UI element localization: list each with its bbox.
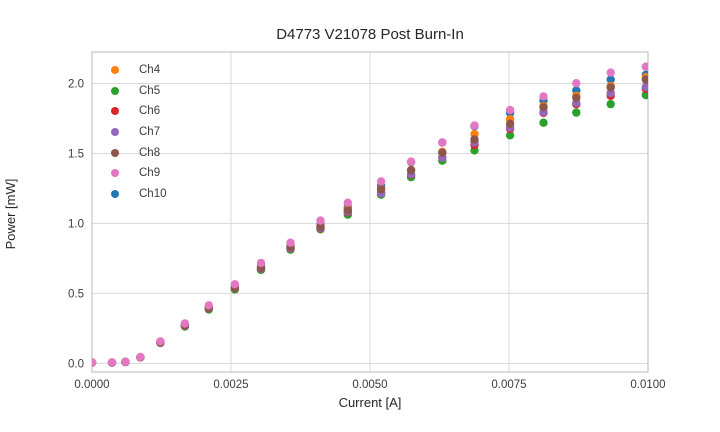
- data-point-ch9: [107, 358, 117, 367]
- data-point-ch8: [539, 103, 548, 112]
- legend-label: Ch10: [139, 187, 167, 200]
- axes-spines: [91, 51, 649, 373]
- x-tick-label: 0.0050: [352, 379, 387, 391]
- legend-label: Ch6: [139, 105, 161, 118]
- legend-item-ch7: Ch7: [102, 122, 167, 143]
- legend-marker-icon: [111, 169, 119, 178]
- y-tick-label: 0.0: [68, 358, 84, 370]
- legend-item-ch9: Ch9: [102, 163, 167, 184]
- scatter-series-ch9: [92, 62, 648, 367]
- data-point-ch8: [505, 119, 515, 128]
- data-point-ch5: [606, 99, 615, 109]
- chart-title: D4773 V21078 Post Burn-In: [276, 26, 464, 43]
- data-point-ch5: [539, 118, 548, 127]
- data-point-ch8: [438, 148, 447, 157]
- data-point-ch9: [505, 105, 515, 115]
- data-point-ch8: [470, 135, 479, 144]
- scatter-series-ch10: [92, 70, 648, 367]
- data-point-ch8: [641, 75, 648, 84]
- data-point-ch10: [606, 75, 615, 84]
- legend-label: Ch5: [139, 84, 161, 97]
- legend: Ch4 Ch5 Ch6 Ch7 Ch8 Ch9 Ch10: [102, 60, 167, 204]
- legend-marker-icon: [111, 189, 119, 198]
- data-point-ch8: [376, 184, 386, 194]
- data-point-ch9: [230, 280, 240, 289]
- legend-marker-icon: [111, 86, 119, 95]
- data-point-ch9: [376, 177, 386, 186]
- data-point-ch9: [156, 337, 165, 346]
- data-point-ch8: [572, 93, 581, 103]
- scatter-series-ch5: [92, 90, 648, 367]
- data-point-ch9: [316, 216, 325, 225]
- legend-marker-icon: [111, 107, 119, 116]
- legend-label: Ch7: [139, 126, 161, 139]
- scatter-series-ch4: [92, 73, 648, 367]
- data-point-ch9: [121, 357, 130, 366]
- legend-item-ch4: Ch4: [102, 60, 167, 81]
- y-tick-label: 1.0: [68, 218, 84, 230]
- y-tick-label: 2.0: [68, 78, 84, 90]
- legend-label: Ch4: [139, 64, 161, 77]
- data-point-ch9: [204, 301, 213, 310]
- legend-marker-icon: [111, 148, 119, 157]
- data-point-ch8: [406, 166, 416, 175]
- legend-label: Ch9: [139, 167, 161, 180]
- scatter-series-ch6: [92, 84, 648, 367]
- data-point-ch9: [343, 198, 352, 207]
- legend-item-ch6: Ch6: [102, 101, 167, 122]
- data-point-ch9: [406, 157, 416, 166]
- y-tick-label: 1.5: [68, 148, 84, 160]
- legend-item-ch10: Ch10: [102, 184, 167, 205]
- data-point-ch9: [641, 62, 648, 71]
- legend-marker-icon: [111, 128, 119, 137]
- data-point-ch9: [606, 68, 615, 77]
- scatter-series-ch8: [92, 75, 648, 367]
- data-point-ch9: [539, 92, 548, 101]
- x-tick-label: 0.0075: [491, 379, 526, 391]
- data-point-ch5: [572, 108, 581, 117]
- y-tick-label: 0.5: [68, 288, 84, 300]
- data-point-ch9: [438, 138, 447, 147]
- data-point-ch8: [343, 205, 352, 215]
- x-tick-label: 0.0000: [74, 379, 109, 391]
- x-axis-label: Current [A]: [338, 395, 402, 410]
- data-point-ch9: [286, 238, 295, 247]
- data-point-ch7: [641, 82, 648, 92]
- x-tick-label: 0.0025: [213, 379, 248, 391]
- data-point-ch9: [470, 121, 479, 130]
- x-tick-label: 0.0100: [630, 379, 665, 391]
- legend-item-ch8: Ch8: [102, 142, 167, 163]
- data-point-ch9: [256, 258, 266, 268]
- data-point-ch8: [316, 222, 325, 232]
- data-point-ch9: [136, 352, 145, 362]
- data-point-ch9: [92, 358, 97, 367]
- legend-label: Ch8: [139, 146, 161, 159]
- data-point-ch5: [505, 131, 515, 140]
- legend-item-ch5: Ch5: [102, 81, 167, 102]
- data-point-ch9: [180, 319, 190, 328]
- y-axis-label: Power [mW]: [3, 178, 18, 250]
- data-point-ch9: [572, 79, 581, 88]
- legend-marker-icon: [111, 66, 119, 75]
- data-point-ch8: [606, 83, 615, 92]
- scatter-series-ch7: [92, 82, 648, 367]
